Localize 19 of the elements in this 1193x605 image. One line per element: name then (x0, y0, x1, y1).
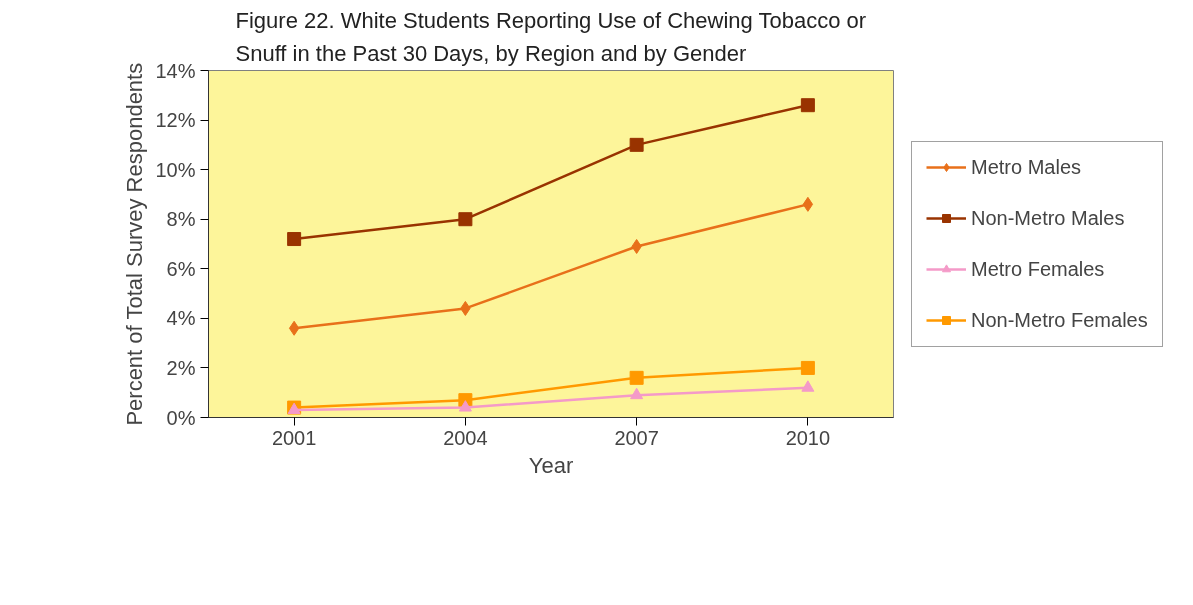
chart-title: Figure 22. White Students Reporting Use of Chewing Tobacco or Snuff in the Past 30 Days, by Region and by Gender (235, 8, 867, 66)
legend-label: Non-Metro Females (971, 308, 1148, 332)
y-axis-title: Percent of Total Survey Respondents (122, 62, 148, 426)
y-tick-label: 14% (155, 59, 196, 82)
y-tick-label: 12% (155, 109, 196, 132)
legend-label: Metro Females (971, 257, 1105, 281)
y-tick-label: 8% (166, 208, 196, 231)
legend-label: Metro Males (971, 155, 1082, 179)
x-tick-label: 2007 (614, 426, 659, 449)
y-tick-label: 2% (166, 356, 196, 379)
x-tick-label: 2004 (443, 426, 488, 449)
y-tick-label: 4% (166, 307, 196, 330)
x-tick-label: 2001 (271, 426, 317, 449)
y-tick-label: 6% (166, 257, 196, 280)
legend-label: Non-Metro Males (971, 206, 1125, 230)
x-axis-title: Year (528, 452, 574, 478)
y-tick-label: 0% (166, 406, 196, 429)
x-tick-label: 2010 (785, 426, 831, 449)
y-tick-label: 10% (155, 158, 196, 181)
